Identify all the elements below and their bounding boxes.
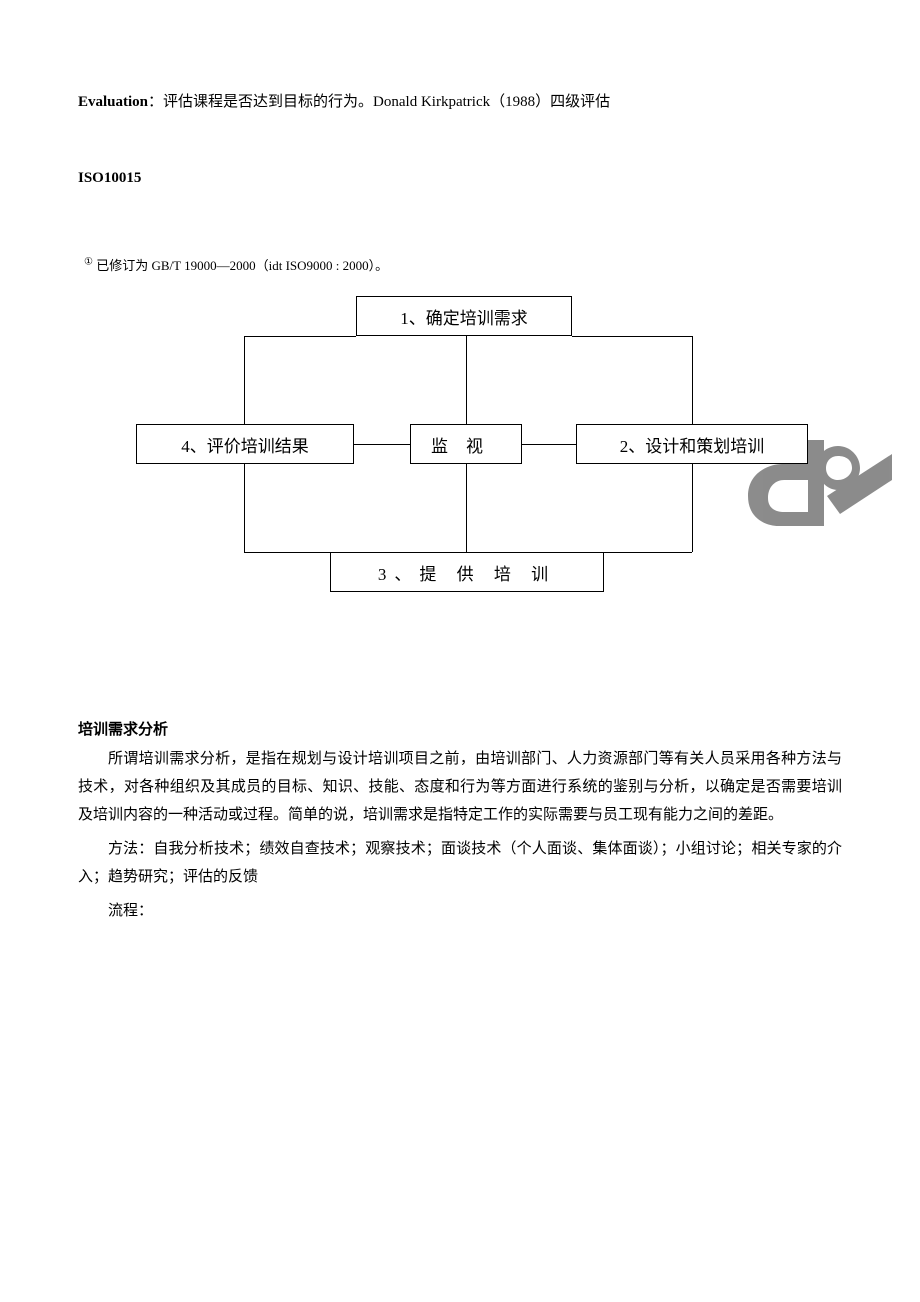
footnote-marker: ① <box>84 257 93 268</box>
node-label-center: 监视 <box>431 432 501 457</box>
conn-h <box>572 336 692 337</box>
conn-v <box>244 464 245 552</box>
footnote-text: 已修订为 GB/T 19000—2000（idt ISO9000 : 2000）… <box>93 258 388 273</box>
conn-h <box>604 552 692 553</box>
conn-v <box>466 336 467 424</box>
node-label-1: 1、确定培训需求 <box>400 304 528 329</box>
intro-sep: ： <box>148 94 163 110</box>
body-paragraph: 所谓培训需求分析，是指在规划与设计培训项目之前，由培训部门、人力资源部门等有关人… <box>78 745 842 829</box>
conn-v <box>244 336 245 424</box>
conn-h <box>244 552 330 553</box>
node-label-3: 3、提 供 培 训 <box>378 560 556 585</box>
conn-h <box>354 444 410 445</box>
node-evaluate-results: 4、评价培训结果 <box>136 424 354 464</box>
conn-v <box>466 464 467 552</box>
intro-rest: 评估课程是否达到目标的行为。Donald Kirkpatrick（1988）四级… <box>163 94 610 110</box>
node-identify-needs: 1、确定培训需求 <box>356 296 572 336</box>
training-cycle-diagram: 1、确定培训需求 4、评价培训结果 监视 2、设计和策划培训 3、提 供 培 训 <box>78 278 842 598</box>
conn-h <box>244 336 356 337</box>
node-monitor: 监视 <box>410 424 522 464</box>
iso-heading: ISO10015 <box>78 170 842 187</box>
conn-h <box>522 444 576 445</box>
node-design-plan: 2、设计和策划培训 <box>576 424 808 464</box>
conn-v <box>692 464 693 552</box>
body-paragraph: 流程： <box>78 897 842 925</box>
body-paragraph: 方法：自我分析技术；绩效自查技术；观察技术；面谈技术（个人面谈、集体面谈）；小组… <box>78 835 842 891</box>
section-title: 培训需求分析 <box>78 718 842 739</box>
node-provide-training: 3、提 供 培 训 <box>330 552 604 592</box>
node-label-2: 2、设计和策划培训 <box>620 432 765 457</box>
conn-v <box>692 336 693 424</box>
intro-line: Evaluation：评估课程是否达到目标的行为。Donald Kirkpatr… <box>78 90 842 114</box>
intro-bold: Evaluation <box>78 94 148 110</box>
footnote-line: ① 已修订为 GB/T 19000—2000（idt ISO9000 : 200… <box>84 255 842 274</box>
node-label-4: 4、评价培训结果 <box>181 432 309 457</box>
